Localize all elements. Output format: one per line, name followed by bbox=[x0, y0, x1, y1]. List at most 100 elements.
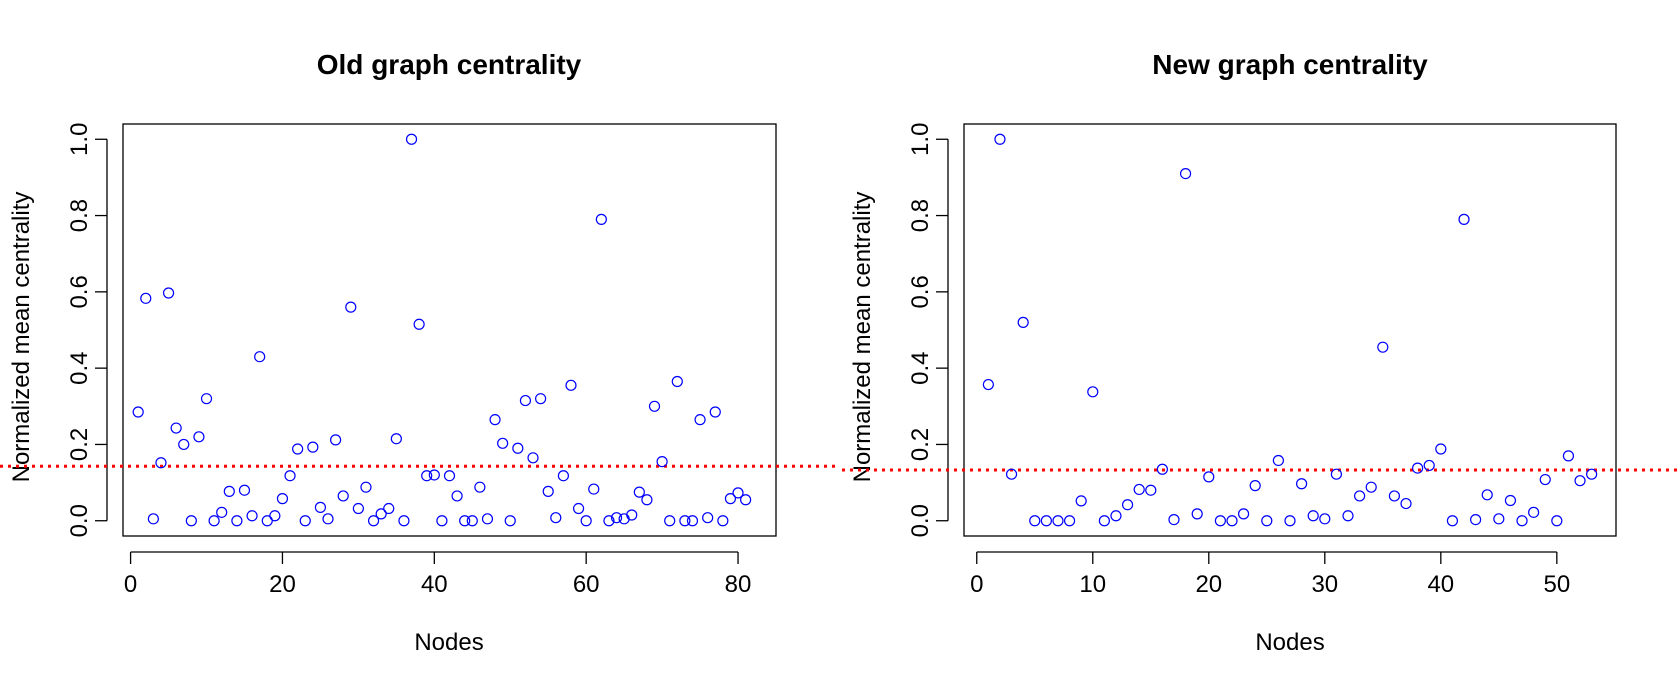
old-graph-data-point bbox=[466, 515, 478, 527]
new-graph-data-point bbox=[1249, 480, 1261, 492]
old-graph-data-point bbox=[557, 470, 569, 482]
old-graph-data-point bbox=[352, 502, 364, 515]
old-graph-data-point bbox=[436, 515, 448, 527]
new-graph-data-point bbox=[1400, 497, 1412, 510]
old-graph-y-tick-label: 1.0 bbox=[66, 123, 93, 156]
new-graph-data-point bbox=[1052, 515, 1064, 527]
old-graph-data-point bbox=[246, 510, 258, 522]
old-graph-data-point bbox=[132, 406, 144, 418]
new-graph-data-point bbox=[1226, 515, 1238, 527]
old-graph-x-tick-label: 20 bbox=[269, 571, 296, 598]
new-graph-data-point bbox=[1574, 475, 1586, 487]
new-graph-data-point bbox=[1493, 513, 1505, 525]
new-graph-data-point bbox=[1365, 481, 1377, 493]
old-graph-data-point bbox=[443, 470, 456, 482]
new-graph-data-point bbox=[1191, 508, 1203, 520]
new-graph-data-point bbox=[1551, 515, 1563, 527]
new-graph-data-point bbox=[1237, 508, 1250, 520]
old-graph-x-axis-label: Nodes bbox=[414, 629, 483, 656]
new-graph-data-point bbox=[1319, 513, 1331, 525]
new-graph-x-axis-label: Nodes bbox=[1255, 629, 1324, 656]
old-graph-data-point bbox=[147, 513, 159, 525]
old-graph-data-point bbox=[459, 515, 471, 527]
new-graph-data-point bbox=[1133, 483, 1145, 496]
new-graph-data-point bbox=[1377, 341, 1389, 353]
new-graph-data-point bbox=[1342, 510, 1354, 522]
old-graph-data-point bbox=[732, 487, 744, 499]
old-graph-title: Old graph centrality bbox=[317, 49, 582, 80]
old-graph-data-point bbox=[208, 515, 220, 527]
old-graph-data-point bbox=[709, 406, 721, 418]
old-graph-data-point bbox=[421, 470, 433, 482]
new-graph-data-point bbox=[1075, 495, 1087, 507]
new-graph-x-tick-label: 30 bbox=[1311, 571, 1338, 598]
new-graph-data-point bbox=[1098, 515, 1110, 527]
new-graph-plot-area: 0 10 20 30 40 50 0.0 0.2 0.4 0.6 0.8 1.0 bbox=[842, 123, 1680, 598]
old-graph-data-point bbox=[155, 457, 167, 469]
old-graph-y-axis-label: Normalized mean centrality bbox=[8, 192, 35, 483]
new-graph-data-point bbox=[1388, 490, 1401, 502]
old-graph-data-point bbox=[489, 414, 501, 426]
old-graph-data-point bbox=[284, 470, 296, 482]
old-graph-plot-area: 0 20 40 60 80 0.0 0.2 0.4 0.6 0.8 1.0 bbox=[0, 123, 836, 598]
new-graph-data-point bbox=[1586, 468, 1598, 480]
old-graph-data-point bbox=[686, 515, 699, 527]
old-graph-data-point bbox=[474, 481, 486, 493]
new-graph-y-tick-label: 0.6 bbox=[907, 275, 934, 308]
old-graph-data-point bbox=[565, 379, 577, 391]
new-graph-y-axis-label: Normalized mean centrality bbox=[849, 192, 876, 483]
new-graph-data-point bbox=[1156, 463, 1168, 475]
new-graph-data-point bbox=[1435, 443, 1447, 455]
new-graph-data-point bbox=[1330, 468, 1343, 480]
old-graph-data-point bbox=[481, 513, 494, 525]
new-graph-data-point bbox=[1168, 513, 1180, 526]
old-graph-data-point bbox=[702, 512, 714, 524]
old-graph-data-point bbox=[717, 515, 729, 527]
old-graph-data-point bbox=[580, 515, 592, 527]
old-graph-data-point bbox=[375, 508, 387, 520]
old-graph-x-tick-label: 40 bbox=[421, 571, 448, 598]
old-graph-data-point bbox=[390, 433, 402, 445]
old-graph-y-tick-label: 0.0 bbox=[66, 504, 93, 537]
new-graph-data-point bbox=[1005, 468, 1018, 480]
new-graph-data-point bbox=[1121, 499, 1134, 511]
old-graph-data-point bbox=[664, 515, 676, 527]
new-graph-data-point bbox=[1179, 167, 1192, 180]
old-graph-data-point bbox=[337, 490, 349, 502]
new-graph-data-point bbox=[994, 133, 1006, 145]
old-graph-data-point bbox=[383, 502, 395, 515]
old-graph-data-point bbox=[497, 437, 509, 449]
old-graph-data-point bbox=[314, 501, 327, 513]
new-graph-data-point bbox=[1307, 510, 1319, 522]
new-graph-data-point bbox=[1029, 515, 1041, 527]
new-graph-data-point bbox=[1470, 513, 1482, 526]
old-graph-data-point bbox=[170, 422, 182, 434]
old-graph-data-point bbox=[292, 443, 304, 455]
new-graph-title: New graph centrality bbox=[1152, 49, 1428, 80]
old-graph-data-point bbox=[360, 481, 372, 493]
new-graph-data-point bbox=[1458, 213, 1470, 225]
new-graph-y-tick-label: 0.8 bbox=[907, 199, 934, 232]
old-graph-y-tick-label: 0.4 bbox=[66, 351, 93, 384]
old-graph-data-point bbox=[572, 502, 585, 515]
old-graph-data-point bbox=[330, 434, 342, 446]
old-graph-y-tick-label: 0.2 bbox=[66, 428, 93, 461]
old-graph-data-point bbox=[200, 393, 213, 405]
old-graph-data-point bbox=[398, 515, 410, 527]
new-graph-data-point bbox=[1203, 471, 1215, 483]
old-graph-data-point bbox=[193, 431, 205, 443]
new-graph-data-point bbox=[1539, 473, 1551, 486]
old-graph-data-point bbox=[178, 438, 190, 451]
new-graph-data-point bbox=[1516, 515, 1528, 527]
new-graph-y-tick-label: 0.4 bbox=[907, 351, 934, 384]
old-graph-data-point bbox=[633, 486, 645, 498]
new-graph-data-point bbox=[1481, 489, 1493, 501]
old-graph-data-point bbox=[603, 515, 615, 527]
old-graph-data-point bbox=[740, 494, 752, 506]
old-graph-data-point bbox=[451, 490, 463, 502]
old-graph-y-tick-label: 0.8 bbox=[66, 199, 93, 232]
old-graph-data-point bbox=[428, 469, 440, 481]
new-graph-data-point bbox=[1110, 510, 1122, 522]
new-graph-data-point bbox=[1261, 515, 1273, 527]
